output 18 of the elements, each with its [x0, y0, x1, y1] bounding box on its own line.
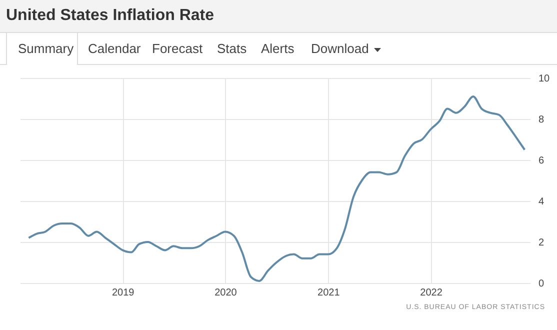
- y-tick-label: 8: [538, 114, 544, 126]
- line-series: [28, 95, 526, 282]
- chart-title: United States Inflation Rate: [6, 7, 214, 25]
- text: Download: [311, 41, 370, 56]
- y-tick-label: 2: [538, 238, 544, 248]
- text: Alerts: [261, 41, 294, 56]
- text: Summary: [18, 41, 74, 56]
- x-tick-label: 2022: [420, 288, 443, 298]
- x-tick-label: 2021: [318, 288, 340, 298]
- x-tick-label: 2019: [112, 288, 135, 298]
- y-tick-label: 4: [538, 196, 544, 208]
- x-tick-label: 2020: [214, 288, 238, 298]
- y-tick-label: 0: [538, 278, 544, 290]
- text: Forecast: [152, 41, 203, 56]
- text: Stats: [217, 41, 247, 56]
- y-tick-label: 6: [538, 156, 544, 166]
- text: Calendar: [88, 41, 141, 56]
- y-tick-label: 10: [538, 74, 550, 84]
